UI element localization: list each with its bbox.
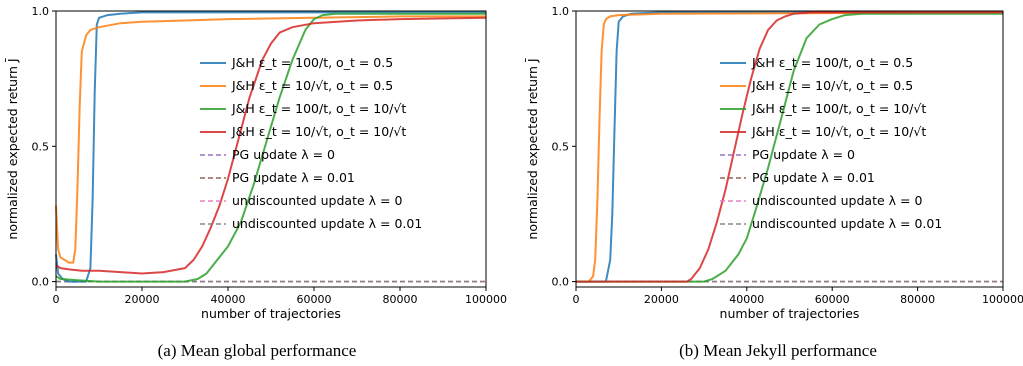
legend-label: J&H ε_t = 10/√t, o_t = 10/√t (231, 124, 406, 139)
series-line-2 (55, 15, 486, 264)
x-tick-label: 100000 (982, 293, 1023, 306)
series-line-2 (576, 11, 1004, 283)
y-tick-label: 0.5 (32, 140, 50, 153)
legend-label: undiscounted update λ = 0 (752, 193, 922, 208)
x-tick-label: 40000 (729, 293, 764, 306)
legend-label: PG update λ = 0.01 (752, 170, 875, 185)
legend-label: PG update λ = 0 (232, 147, 335, 162)
plot-frame (55, 10, 487, 288)
legend-label: undiscounted update λ = 0.01 (232, 216, 422, 231)
y-tick-label: 0.5 (552, 140, 570, 153)
series-line-3 (576, 12, 1003, 283)
x-tick-label: 0 (573, 293, 580, 306)
series-line-4 (55, 16, 487, 275)
y-tick-label: 1.0 (552, 5, 570, 18)
x-tick-label: 60000 (297, 293, 332, 306)
x-tick-label: 0 (53, 293, 60, 306)
x-tick-label: 80000 (383, 293, 418, 306)
y-tick-label: 0.0 (552, 276, 570, 289)
chart-panel-2: 0 20000 40000 60000 80000 100000 0.0 0.5 1.0 numb… (525, 5, 1023, 360)
figure-caption: (b) Mean Jekyll performance (679, 341, 877, 360)
legend-label: J&H ε_t = 100/t, o_t = 10/√t (231, 101, 406, 116)
legend-label: undiscounted update λ = 0.01 (752, 216, 942, 231)
legend-label: J&H ε_t = 10/√t, o_t = 0.5 (751, 78, 913, 93)
series-line-1 (55, 11, 486, 283)
x-tick-label: 100000 (465, 293, 507, 306)
legend-label: J&H ε_t = 100/t, o_t = 10/√t (751, 101, 926, 116)
legend-label: J&H ε_t = 100/t, o_t = 0.5 (751, 55, 913, 70)
x-axis-label: number of trajectories (720, 306, 860, 321)
chart-panel-1: 0 20000 40000 60000 80000 100000 0.0 0.5 1.0 numb… (5, 5, 507, 360)
y-axis-label: normalized expected return J̄ (525, 58, 540, 239)
x-tick-label: 20000 (125, 293, 160, 306)
figure-caption: (a) Mean global performance (158, 341, 357, 360)
legend-label: J&H ε_t = 100/t, o_t = 0.5 (231, 55, 393, 70)
series-line-4 (576, 11, 1003, 283)
x-tick-label: 20000 (644, 293, 679, 306)
legend: J&H ε_t = 100/t, o_t = 0.5 J&H ε_t = 10/√… (200, 55, 422, 231)
x-tick-label: 60000 (815, 293, 850, 306)
legend-label: PG update λ = 0.01 (232, 170, 355, 185)
legend-label: J&H ε_t = 10/√t, o_t = 0.5 (231, 78, 393, 93)
plot-frame (575, 10, 1004, 288)
legend-label: J&H ε_t = 10/√t, o_t = 10/√t (751, 124, 926, 139)
legend-label: PG update λ = 0 (752, 147, 855, 162)
y-tick-label: 1.0 (32, 5, 50, 18)
legend: J&H ε_t = 100/t, o_t = 0.5 J&H ε_t = 10/√… (720, 55, 942, 231)
x-axis-label: number of trajectories (201, 306, 341, 321)
y-axis-label: normalized expected return J̄ (5, 58, 20, 239)
series-line-3 (55, 12, 486, 283)
legend-label: undiscounted update λ = 0 (232, 193, 402, 208)
x-tick-label: 40000 (211, 293, 246, 306)
x-tick-label: 80000 (900, 293, 935, 306)
y-tick-label: 0.0 (32, 276, 50, 289)
